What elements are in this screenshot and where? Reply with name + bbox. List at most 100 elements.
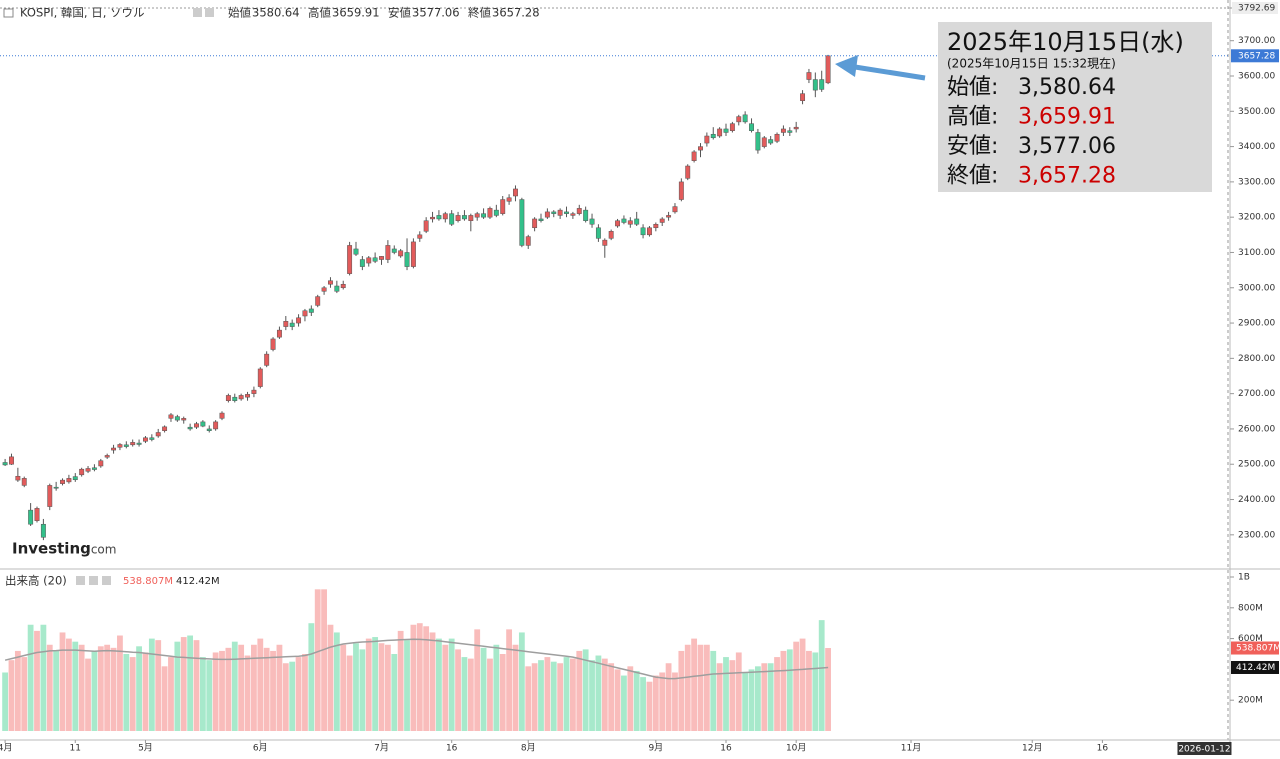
candle-body [564,211,569,214]
candle-body [666,215,672,218]
volume-bar [467,658,474,731]
volume-bar [212,652,219,731]
y-tick-label: 3200.00 [1238,213,1275,223]
volume-bar [582,649,589,731]
volume-bar [499,654,506,731]
volume-bar [276,644,283,731]
candle-body [302,310,308,317]
volume-bar [282,663,289,731]
candle-body [53,486,59,489]
volume-bar [544,657,551,731]
y-tick-label: 3500.00 [1238,107,1275,117]
y-tick-label: 3000.00 [1238,283,1275,293]
candle-body [213,421,219,430]
candle-body [812,79,818,91]
volume-bar [601,658,608,731]
volume-bar [117,635,123,731]
volume-bar [525,666,532,731]
candle-body [749,123,754,131]
candle-body [143,437,148,442]
annotation-box [938,22,1212,192]
candle-body [91,467,97,470]
volume-bar [774,657,780,731]
candle-body [787,130,793,133]
candle-body [608,231,614,239]
volume-bar [295,657,302,731]
icon[interactable] [89,576,98,585]
volume-bar [257,638,264,731]
candle-body [340,283,346,289]
candle-body [468,215,474,221]
volume-bar [799,638,806,731]
volume-bar [691,638,698,731]
volume-bar [633,670,640,731]
volume-bar [825,648,831,731]
volume-bar [97,646,104,731]
volume-legend-value: 538.807M [123,576,173,587]
volume-bar [480,647,487,731]
candle-body [276,329,282,338]
candle-body [117,444,123,448]
volume-bar [474,629,481,731]
x-tick-label: 6月 [253,743,268,754]
candle-body [430,216,435,220]
candle-body [589,218,595,225]
volume-bar [219,650,225,731]
icon[interactable] [205,8,214,17]
volume-bar [818,620,825,731]
icon[interactable] [193,8,202,17]
candle-body [780,128,786,133]
annotation-date: 2025年10月15日(水) [947,28,1184,56]
candle-body [532,218,538,229]
volume-bar [46,644,53,731]
candle-body [659,218,665,223]
candle-body [251,389,257,394]
candle-body [219,412,225,419]
candle-body [698,146,703,151]
x-tick-label: 4月 [0,743,12,754]
annotation-label: 始値: [947,75,998,100]
candle-body [436,215,442,220]
volume-bar [710,650,717,731]
volume-bar [40,624,47,731]
candle-body [98,460,104,467]
y-tick-label: 2600.00 [1238,424,1275,434]
volume-bar [589,660,595,731]
candle-body [245,394,250,398]
candle-body [28,509,34,525]
candle-body [519,199,525,246]
volume-bar [302,654,308,731]
candle-body [621,218,627,223]
watermark: .com [87,543,116,557]
candle-body [717,128,723,137]
x-tick-label: 16 [1097,744,1109,754]
volume-bar [314,589,321,731]
icon[interactable] [102,576,111,585]
collapse-icon[interactable] [3,8,14,18]
candle-body [819,79,825,90]
icon[interactable] [76,576,85,585]
volume-bar [353,643,359,731]
volume-bar [168,657,174,731]
candle-body [404,252,410,267]
annotation-value: 3,580.64 [1018,75,1116,100]
volume-bar [85,658,91,731]
volume-bar [8,660,15,731]
volume-bar [53,650,60,731]
candle-body [232,396,238,401]
candle-body [328,280,333,285]
annotation-time: (2025年10月15日 15:32現在) [947,57,1116,71]
candle-body [194,423,199,428]
candle-body [283,321,289,327]
volume-bar [199,657,206,731]
candle-body [627,220,633,225]
volume-bar [652,675,659,731]
annotation-value: 3,659.91 [1018,105,1116,130]
x-marker-box [1177,742,1232,755]
candle-body [225,395,231,401]
x-marker-label: 2026-01-12 [1178,745,1230,755]
volume-bar [461,657,468,731]
volume-bar [110,647,117,731]
volume-bar [397,630,404,731]
chart-title: KOSPI, 韓国, 日, ソウル [20,6,145,20]
